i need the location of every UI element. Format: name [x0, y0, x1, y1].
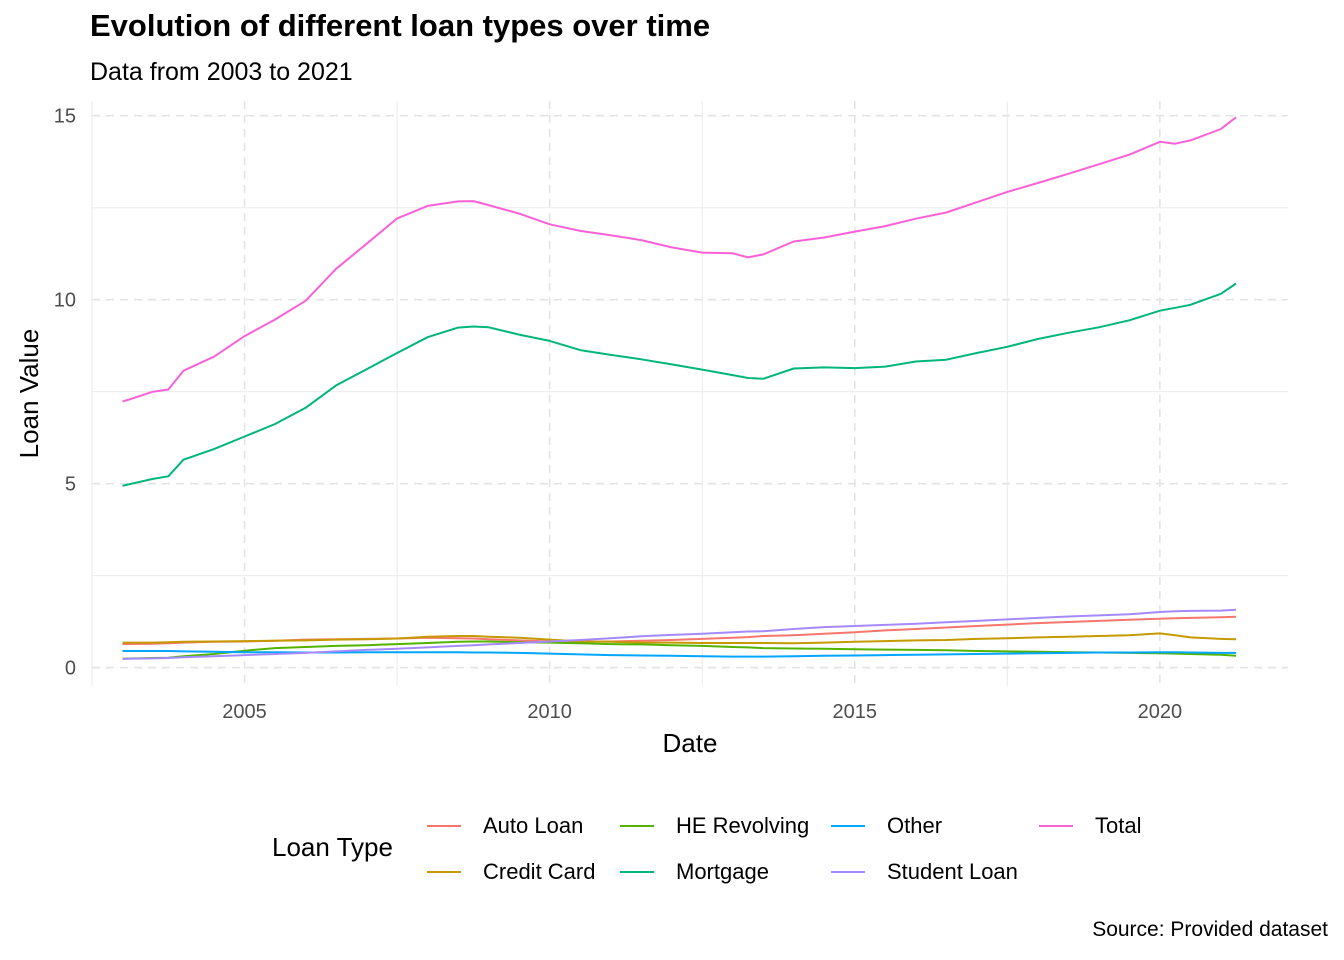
- series-line-total: [122, 116, 1237, 403]
- x-tick-label: 2020: [1138, 701, 1183, 723]
- x-axis-title: Date: [663, 728, 718, 758]
- legend-key: [831, 871, 865, 873]
- y-tick-label: 10: [54, 290, 76, 312]
- legend-label: Mortgage: [676, 859, 769, 884]
- series-line-mortgage: [122, 282, 1237, 487]
- legend-key: [1039, 825, 1073, 827]
- legend-item-student-loan: Student Loan: [831, 857, 1018, 887]
- legend-item-credit-card: Credit Card: [427, 857, 595, 887]
- legend-label: Other: [887, 813, 943, 838]
- legend-item-auto-loan: Auto Loan: [427, 811, 583, 841]
- legend: Loan Type Auto Loan Credit Card HE Revolvi…: [272, 804, 1172, 894]
- legend-label: HE Revolving: [676, 813, 810, 838]
- legend-key: [620, 871, 654, 873]
- legend-item-mortgage: Mortgage: [620, 857, 769, 887]
- series-line-credit-card: [122, 632, 1237, 645]
- legend-title: Loan Type: [272, 832, 393, 862]
- legend-label: Student Loan: [887, 859, 1018, 884]
- legend-label: Total: [1095, 813, 1142, 838]
- legend-key: [620, 825, 654, 827]
- legend-item-total: Total: [1039, 811, 1141, 841]
- y-tick-label: 5: [65, 474, 76, 496]
- x-tick-label: 2010: [527, 701, 572, 723]
- y-tick-label: 15: [54, 106, 76, 128]
- legend-key: [831, 825, 865, 827]
- chart-subtitle: Data from 2003 to 2021: [90, 58, 353, 86]
- x-tick-label: 2015: [833, 701, 878, 723]
- y-axis-title: Loan Value: [14, 329, 44, 459]
- chart-title: Evolution of different loan types over t…: [90, 8, 711, 43]
- legend-item-other: Other: [831, 811, 942, 841]
- legend-key: [427, 871, 461, 873]
- chart-caption: Source: Provided dataset: [1092, 918, 1328, 941]
- x-tick-label: 2005: [222, 701, 267, 723]
- legend-key: [427, 825, 461, 827]
- series-line-student-loan: [122, 608, 1237, 660]
- legend-item-he-revolving: HE Revolving: [620, 811, 809, 841]
- legend-label: Credit Card: [483, 859, 596, 884]
- legend-label: Auto Loan: [483, 813, 584, 838]
- y-tick-label: 0: [65, 658, 76, 680]
